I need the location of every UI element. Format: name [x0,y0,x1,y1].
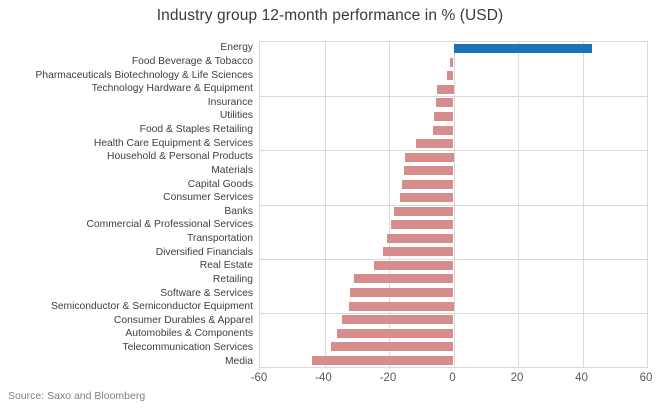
bar [400,193,454,203]
chart-title: Industry group 12-month performance in %… [156,7,504,24]
category-label: Semiconductor & Semiconductor Equipment [50,301,253,313]
plot-area [259,41,648,368]
bar [390,220,454,230]
category-label: Food & Staples Retailing [139,124,253,136]
bar [416,139,454,149]
category-label: Household & Personal Products [107,151,253,163]
bar [435,98,454,108]
category-label: Automobiles & Components [125,328,253,340]
x-tick-label: -20 [379,372,397,384]
x-tick-label: 0 [449,372,456,384]
bar [401,179,454,189]
category-label: Real Estate [199,260,253,272]
bar [311,355,454,365]
category-label: Health Care Equipment & Services [93,137,253,149]
bar [453,44,593,54]
category-label: Utilities [219,110,253,122]
gridline-horizontal [260,312,647,314]
category-label: Consumer Durables & Apparel [113,314,253,326]
bar [405,152,454,162]
bar [434,111,454,121]
bar [450,57,454,67]
category-label: Pharmaceuticals Biotechnology & Life Sci… [35,69,254,81]
gridline-horizontal [260,150,647,152]
category-label: Transportation [186,233,253,245]
category-label: Banks [224,205,253,217]
category-label: Capital Goods [187,178,253,190]
category-label: Telecommunication Services [122,342,253,354]
x-tick-label: 40 [575,372,588,384]
category-label: Technology Hardware & Equipment [91,83,253,95]
x-axis: -60 -40 -20 0 20 40 60 [251,372,653,388]
category-label: Materials [211,164,253,176]
category-label: Media [224,355,253,367]
category-label: Consumer Services [163,192,253,204]
bar [403,166,454,176]
category-label: Insurance [207,96,253,108]
bar [348,301,454,311]
source-note: Source: Saxo and Bloomberg [8,390,146,402]
bar [387,233,454,243]
x-tick-label: 20 [510,372,524,384]
gridline-horizontal [260,96,647,98]
x-tick-label: -60 [250,372,268,384]
category-axis: Energy Food Beverage & Tobacco Pharmaceuti… [0,41,254,368]
category-label: Retailing [212,273,253,285]
bar [374,260,454,270]
x-tick-label: 60 [639,372,653,384]
category-label: Energy [220,42,253,54]
bar [432,125,454,135]
gridline-horizontal [260,204,647,206]
bar [382,247,454,257]
bar [342,315,454,325]
bar [393,206,454,216]
bar [330,342,454,352]
bar [447,71,454,81]
bar [353,274,454,284]
bar [337,328,454,338]
category-label: Food Beverage & Tobacco [131,55,253,67]
bar [350,288,454,298]
category-label: Software & Services [160,287,253,299]
bar [437,84,454,94]
gridline-horizontal [260,258,647,260]
category-label: Commercial & Professional Services [86,219,253,231]
x-tick-label: -40 [315,372,332,384]
category-label: Diversified Financials [155,246,253,258]
